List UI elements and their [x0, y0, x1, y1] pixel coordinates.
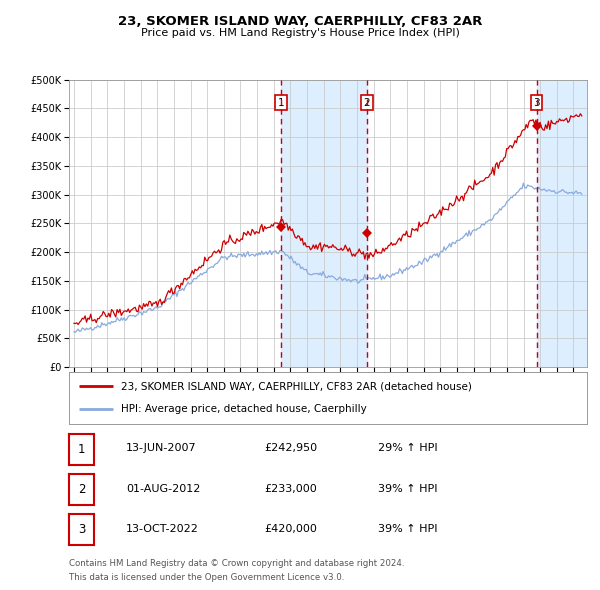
- Text: 13-JUN-2007: 13-JUN-2007: [126, 444, 197, 453]
- Text: 3: 3: [78, 523, 85, 536]
- Bar: [281, 80, 367, 367]
- Text: £233,000: £233,000: [264, 484, 317, 493]
- Text: 23, SKOMER ISLAND WAY, CAERPHILLY, CF83 2AR: 23, SKOMER ISLAND WAY, CAERPHILLY, CF83 …: [118, 15, 482, 28]
- Text: HPI: Average price, detached house, Caerphilly: HPI: Average price, detached house, Caer…: [121, 404, 367, 414]
- Text: £420,000: £420,000: [264, 524, 317, 533]
- Text: 2: 2: [364, 97, 370, 107]
- Bar: [536, 80, 587, 367]
- Text: 29% ↑ HPI: 29% ↑ HPI: [378, 444, 437, 453]
- Text: 01-AUG-2012: 01-AUG-2012: [126, 484, 200, 493]
- Text: 39% ↑ HPI: 39% ↑ HPI: [378, 484, 437, 493]
- Text: 2: 2: [78, 483, 85, 496]
- Text: 1: 1: [278, 97, 284, 107]
- Text: This data is licensed under the Open Government Licence v3.0.: This data is licensed under the Open Gov…: [69, 573, 344, 582]
- Text: 3: 3: [533, 97, 540, 107]
- Text: 23, SKOMER ISLAND WAY, CAERPHILLY, CF83 2AR (detached house): 23, SKOMER ISLAND WAY, CAERPHILLY, CF83 …: [121, 381, 472, 391]
- Text: £242,950: £242,950: [264, 444, 317, 453]
- Text: Contains HM Land Registry data © Crown copyright and database right 2024.: Contains HM Land Registry data © Crown c…: [69, 559, 404, 568]
- Text: 13-OCT-2022: 13-OCT-2022: [126, 524, 199, 533]
- Text: 1: 1: [78, 443, 85, 456]
- Text: 39% ↑ HPI: 39% ↑ HPI: [378, 524, 437, 533]
- Text: Price paid vs. HM Land Registry's House Price Index (HPI): Price paid vs. HM Land Registry's House …: [140, 28, 460, 38]
